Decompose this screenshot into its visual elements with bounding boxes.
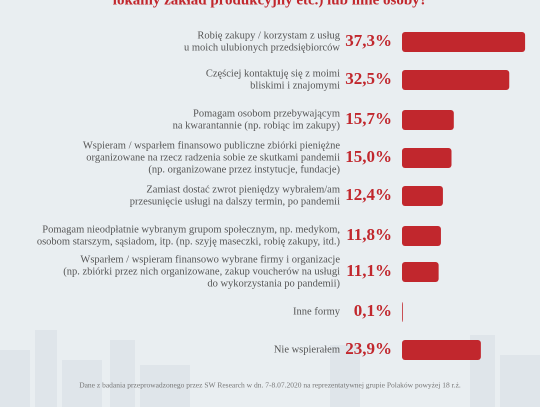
- value-label: 37,3%: [345, 31, 392, 50]
- category-label: do wykorzystania po pandemii): [207, 278, 340, 289]
- bar: [402, 32, 526, 52]
- value-label: 12,4%: [345, 185, 392, 204]
- category-label: przesunięcie usługi na dalszy termin, po…: [130, 196, 340, 207]
- category-label: Pomagam osobom przebywającym: [193, 108, 340, 119]
- chart-title: lokalny zakład produkcyjny etc.) lub inn…: [113, 0, 427, 8]
- category-label: Nie wspierałem: [274, 344, 340, 355]
- bar: [402, 340, 481, 360]
- category-label: Inne formy: [293, 306, 341, 317]
- category-label: osobom starszym, sąsiadom, itp. (np. szy…: [37, 236, 341, 247]
- bar: [402, 110, 454, 130]
- value-label: 11,8%: [346, 225, 392, 244]
- value-label: 15,0%: [345, 147, 392, 166]
- category-label: Częściej kontaktuję się z moimi: [206, 68, 340, 79]
- value-label: 23,9%: [345, 339, 392, 358]
- bar: [402, 262, 439, 282]
- bar: [402, 186, 443, 206]
- category-label: (np. organizowane przez instytucje, fund…: [148, 164, 340, 175]
- category-label: Pomagam nieodpłatnie wybranym grupom spo…: [42, 224, 340, 235]
- category-label: Wspieram / wsparłem finansowo publiczne …: [83, 140, 341, 151]
- bar: [402, 226, 441, 246]
- category-label: na kwarantannie (np. robiąc im zakupy): [173, 120, 341, 131]
- category-label: Robię zakupy / korzystam z usług: [197, 30, 340, 41]
- footnote: Dane z badania przeprowadzonego przez SW…: [79, 381, 461, 390]
- value-label: 32,5%: [345, 69, 392, 88]
- bar: [402, 302, 403, 322]
- category-label: Wsparłem / wspieram finansowo wybrane fi…: [80, 254, 340, 265]
- category-label: u moich ulubionych przedsiębiorców: [184, 42, 340, 53]
- city-silhouette: [0, 330, 540, 407]
- value-label: 0,1%: [354, 301, 392, 320]
- value-label: 11,1%: [346, 261, 392, 280]
- category-label: (np. zbiórki przez nich organizowane, za…: [63, 266, 340, 277]
- category-label: Zamiast dostać zwrot pieniędzy wybrałem/…: [146, 184, 340, 195]
- value-label: 15,7%: [345, 109, 392, 128]
- category-label: bliskimi i znajomymi: [250, 80, 340, 91]
- category-label: organizowane na rzecz radzenia sobie ze …: [86, 152, 340, 163]
- bar: [402, 70, 510, 90]
- bar: [402, 148, 452, 168]
